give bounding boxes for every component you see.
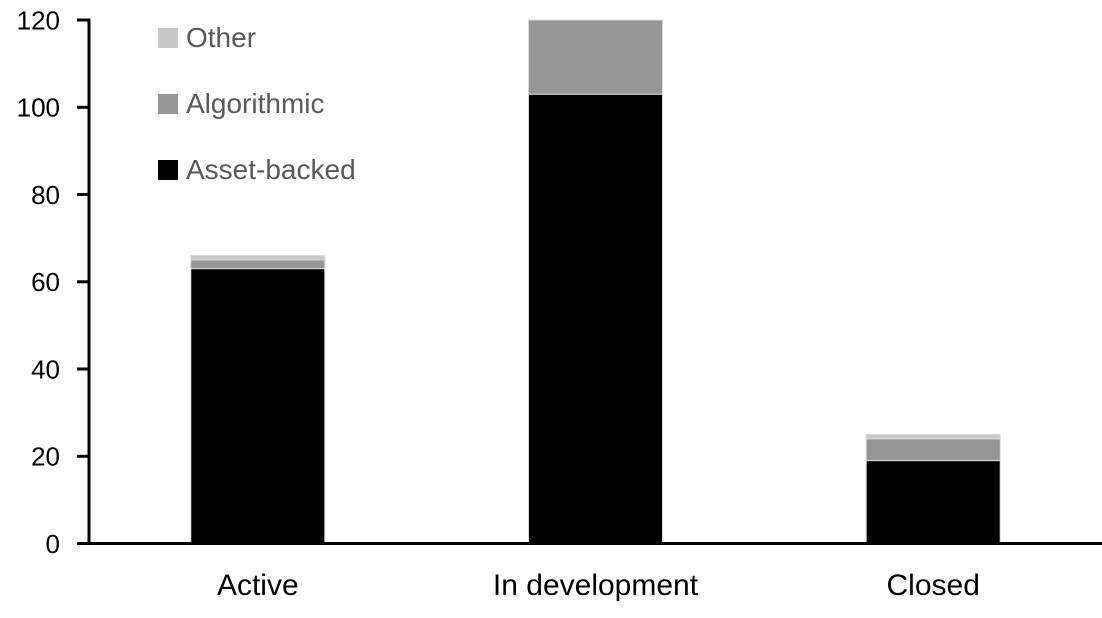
legend-label-algorithmic: Algorithmic: [186, 88, 325, 119]
bar-segment-in-development-asset-backed: [528, 93, 663, 544]
legend-item-algorithmic: Algorithmic: [158, 90, 356, 118]
y-axis-tick-label-60: 60: [31, 267, 60, 297]
bar-segment-active-other: [190, 255, 326, 261]
bar-segment-closed-asset-backed: [865, 460, 1001, 545]
y-axis-tick-label-100: 100: [17, 93, 60, 123]
y-axis-tick-label-120: 120: [17, 5, 60, 35]
legend-swatch-other: [158, 28, 178, 48]
bar-segment-active-algorithmic: [190, 259, 326, 270]
x-axis-label-closed: Closed: [887, 569, 980, 602]
x-axis-label-in-development: In development: [493, 569, 699, 602]
legend-label-other: Other: [186, 22, 257, 53]
y-axis-tick-label-80: 80: [31, 180, 60, 210]
legend-item-asset-backed: Asset-backed: [158, 156, 356, 184]
y-axis-tick-label-20: 20: [31, 442, 60, 472]
x-axis-label-active: Active: [217, 569, 299, 602]
bar-segment-active-asset-backed: [190, 268, 326, 544]
legend-label-asset-backed: Asset-backed: [186, 154, 356, 185]
chart-legend: Other Algorithmic Asset-backed: [158, 24, 356, 184]
bar-segment-closed-other: [865, 433, 1001, 440]
bar-segment-in-development-algorithmic: [528, 19, 663, 95]
bar-segment-closed-algorithmic: [865, 438, 1001, 462]
y-axis-tick-label-40: 40: [31, 354, 60, 384]
legend-item-other: Other: [158, 24, 356, 52]
y-axis-tick-label-0: 0: [46, 529, 60, 559]
legend-swatch-algorithmic: [158, 94, 178, 114]
legend-swatch-asset-backed: [158, 160, 178, 180]
